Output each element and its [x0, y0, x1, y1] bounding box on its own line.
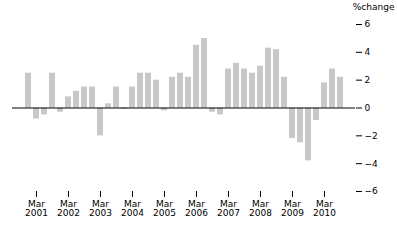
svg-text:4: 4 — [365, 47, 371, 57]
svg-text:0: 0 — [365, 103, 371, 113]
svg-text:Mar2010: Mar2010 — [313, 199, 336, 218]
svg-text:Mar2003: Mar2003 — [89, 199, 112, 218]
svg-text:Mar2005: Mar2005 — [153, 199, 176, 218]
svg-text:%change: %change — [353, 2, 395, 12]
svg-text:Mar2004: Mar2004 — [121, 199, 144, 218]
svg-text:Mar2006: Mar2006 — [185, 199, 208, 218]
svg-text:6: 6 — [365, 19, 371, 29]
svg-text:2: 2 — [365, 75, 371, 85]
svg-text:Mar2008: Mar2008 — [249, 199, 272, 218]
svg-text:−4: −4 — [365, 159, 379, 169]
svg-text:−2: −2 — [365, 131, 378, 141]
svg-text:Mar2001: Mar2001 — [25, 199, 48, 218]
svg-text:Mar2009: Mar2009 — [281, 199, 304, 218]
svg-text:Mar2002: Mar2002 — [57, 199, 80, 218]
svg-text:Mar2007: Mar2007 — [217, 199, 240, 218]
svg-text:−6: −6 — [365, 186, 379, 196]
